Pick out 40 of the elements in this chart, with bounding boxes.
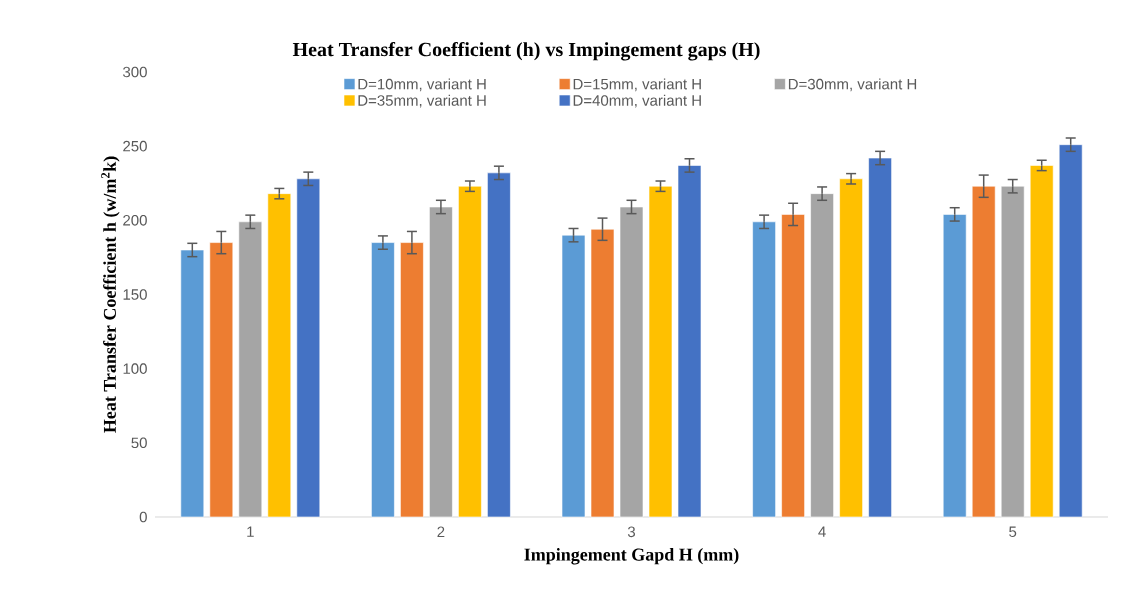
bar [942,214,967,518]
x-tick-label: 1 [247,526,254,537]
y-tick-label: 0 [139,511,147,523]
x-tick-label: 5 [1009,526,1017,537]
bar [561,234,586,518]
bar [868,157,892,518]
x-tick-label: 4 [818,526,826,537]
x-tick-label: 3 [627,526,636,538]
legend-label: D=30mm, variant H [788,78,917,92]
bar [180,249,205,518]
x-tick-label: 2 [437,526,445,537]
bar [971,185,996,518]
bar [400,242,424,518]
bar [781,214,805,518]
bar [296,178,321,518]
y-axis-title: Heat Transfer Coefficient h (w/m$^{2}$k) [101,156,120,433]
legend-label: D=35mm, variant H [358,94,486,108]
y-tick-label: 200 [123,215,147,226]
bar [209,242,234,518]
legend-label: D=15mm, variant H [573,78,701,92]
chart-title: Heat Transfer Coefficient (h) vs Impingement gaps (H) [292,41,760,61]
bar [458,185,482,518]
legend-label: D=40mm, variant H [573,94,701,108]
bar [752,221,776,518]
y-tick-label: 300 [123,66,147,78]
y-tick-label: 50 [131,437,147,449]
bar [590,228,615,518]
bar [487,172,511,518]
y-tick-label: 250 [123,140,147,152]
bar [648,185,673,518]
bar [677,165,702,518]
bar [1058,144,1083,518]
legend-label: D=10mm, variant H [358,78,486,92]
y-tick-label: 150 [123,289,147,300]
bar [1029,165,1054,518]
bar [267,193,292,518]
bar [839,178,863,518]
bar [371,242,395,518]
y-tick-label: 100 [123,363,147,374]
x-axis-title: Impingement Gapd H (mm) [524,547,739,565]
